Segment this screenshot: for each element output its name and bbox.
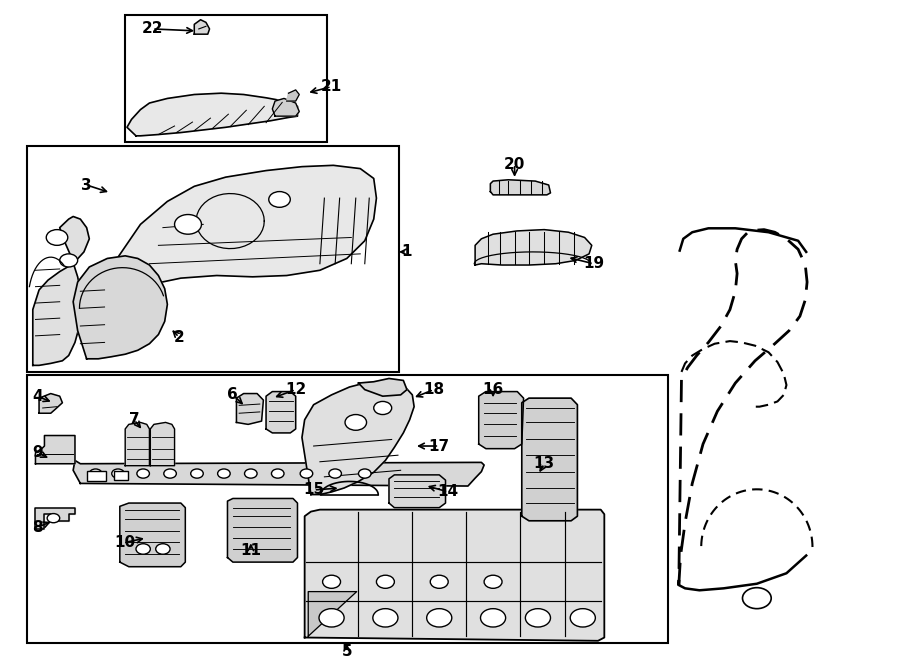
Circle shape xyxy=(47,514,59,523)
Polygon shape xyxy=(479,392,524,449)
Circle shape xyxy=(742,588,771,608)
Text: 12: 12 xyxy=(285,382,306,397)
Text: 15: 15 xyxy=(303,483,324,497)
Text: 5: 5 xyxy=(341,644,352,659)
Polygon shape xyxy=(35,436,75,463)
Polygon shape xyxy=(475,230,592,265)
Text: 1: 1 xyxy=(401,244,412,260)
Bar xyxy=(125,15,327,142)
Circle shape xyxy=(358,469,371,478)
Polygon shape xyxy=(308,592,356,636)
Polygon shape xyxy=(237,393,264,424)
Polygon shape xyxy=(39,393,62,413)
Circle shape xyxy=(571,608,596,627)
Circle shape xyxy=(156,544,170,554)
Polygon shape xyxy=(389,475,446,508)
Text: 9: 9 xyxy=(32,445,42,460)
Polygon shape xyxy=(150,422,175,465)
Circle shape xyxy=(59,254,77,267)
Circle shape xyxy=(46,230,68,246)
Text: 16: 16 xyxy=(482,382,504,397)
Circle shape xyxy=(137,469,149,478)
Text: 10: 10 xyxy=(114,535,136,550)
Circle shape xyxy=(272,469,284,478)
Circle shape xyxy=(481,608,506,627)
Circle shape xyxy=(322,575,340,589)
Text: 4: 4 xyxy=(32,389,42,404)
Polygon shape xyxy=(73,461,484,486)
Polygon shape xyxy=(287,90,300,101)
Circle shape xyxy=(430,575,448,589)
Circle shape xyxy=(526,608,551,627)
Circle shape xyxy=(164,469,176,478)
Circle shape xyxy=(269,191,291,207)
Polygon shape xyxy=(522,398,578,521)
Circle shape xyxy=(136,544,150,554)
Polygon shape xyxy=(127,93,298,136)
Circle shape xyxy=(301,469,312,478)
Text: 7: 7 xyxy=(129,412,140,427)
Circle shape xyxy=(245,469,257,478)
Polygon shape xyxy=(194,20,210,34)
Text: 8: 8 xyxy=(32,520,42,535)
Text: 20: 20 xyxy=(504,156,526,171)
Polygon shape xyxy=(273,99,300,116)
Polygon shape xyxy=(304,510,604,641)
Circle shape xyxy=(319,608,344,627)
Bar xyxy=(113,471,128,480)
Text: 21: 21 xyxy=(321,79,342,94)
Polygon shape xyxy=(302,382,414,495)
Text: 18: 18 xyxy=(423,382,445,397)
Circle shape xyxy=(191,469,203,478)
Polygon shape xyxy=(32,216,89,365)
Polygon shape xyxy=(358,379,407,396)
Text: 6: 6 xyxy=(228,387,238,402)
Text: 3: 3 xyxy=(81,177,92,193)
Polygon shape xyxy=(120,503,185,567)
Circle shape xyxy=(484,575,502,589)
Circle shape xyxy=(427,608,452,627)
Circle shape xyxy=(112,469,124,478)
Circle shape xyxy=(218,469,230,478)
Text: 19: 19 xyxy=(583,256,604,271)
Circle shape xyxy=(175,214,202,234)
Text: 11: 11 xyxy=(240,544,261,559)
Circle shape xyxy=(373,608,398,627)
Circle shape xyxy=(376,575,394,589)
Circle shape xyxy=(345,414,366,430)
Bar xyxy=(26,375,668,643)
Polygon shape xyxy=(266,392,296,433)
Polygon shape xyxy=(125,422,149,465)
Circle shape xyxy=(374,401,392,414)
Text: 2: 2 xyxy=(174,330,184,345)
Text: 17: 17 xyxy=(428,438,450,453)
Bar xyxy=(26,146,399,372)
Circle shape xyxy=(89,469,102,478)
Text: 22: 22 xyxy=(141,21,163,36)
Polygon shape xyxy=(35,508,75,530)
Polygon shape xyxy=(228,498,298,562)
Text: 13: 13 xyxy=(534,456,554,471)
Text: 14: 14 xyxy=(437,485,459,499)
Circle shape xyxy=(328,469,341,478)
Polygon shape xyxy=(107,166,376,303)
Bar xyxy=(86,471,106,481)
Polygon shape xyxy=(491,180,551,195)
Polygon shape xyxy=(73,256,167,359)
